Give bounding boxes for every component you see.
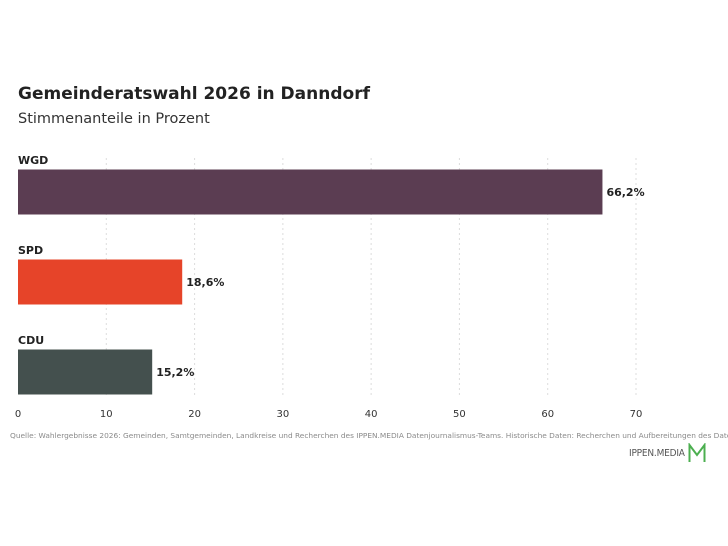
publisher-logo[interactable]: IPPEN.MEDIA	[629, 442, 706, 464]
x-tick-label: 0	[15, 409, 21, 420]
chart-title: Gemeinderatswahl 2026 in Danndorf	[18, 84, 370, 104]
ippen-m-logo-icon	[688, 443, 706, 462]
value-label: 18,6%	[186, 276, 224, 289]
x-tick-label: 70	[630, 409, 643, 420]
value-label: 15,2%	[156, 366, 194, 379]
bar-wgd	[18, 169, 603, 215]
x-tick-label: 30	[276, 409, 289, 420]
source-note: Quelle: Wahlergebnisse 2026: Gemeinden, …	[10, 431, 728, 440]
bar-spd	[18, 259, 183, 305]
bar-chart: WGD 66,2% SPD 18,6% CDU 15,2% 0 10 20 30 40 50 60 70	[15, 154, 645, 420]
chart-subtitle: Stimmenanteile in Prozent	[18, 111, 210, 127]
x-tick-label: 20	[188, 409, 201, 420]
x-tick-label: 10	[100, 409, 113, 420]
logo-text: IPPEN.MEDIA	[629, 447, 685, 459]
x-tick-label: 60	[541, 409, 554, 420]
category-label: CDU	[18, 334, 44, 347]
category-label: WGD	[18, 154, 48, 167]
value-label: 66,2%	[606, 186, 644, 199]
category-label: SPD	[18, 244, 43, 257]
bar-cdu	[18, 349, 153, 395]
x-tick-label: 40	[365, 409, 378, 420]
x-tick-label: 50	[453, 409, 466, 420]
